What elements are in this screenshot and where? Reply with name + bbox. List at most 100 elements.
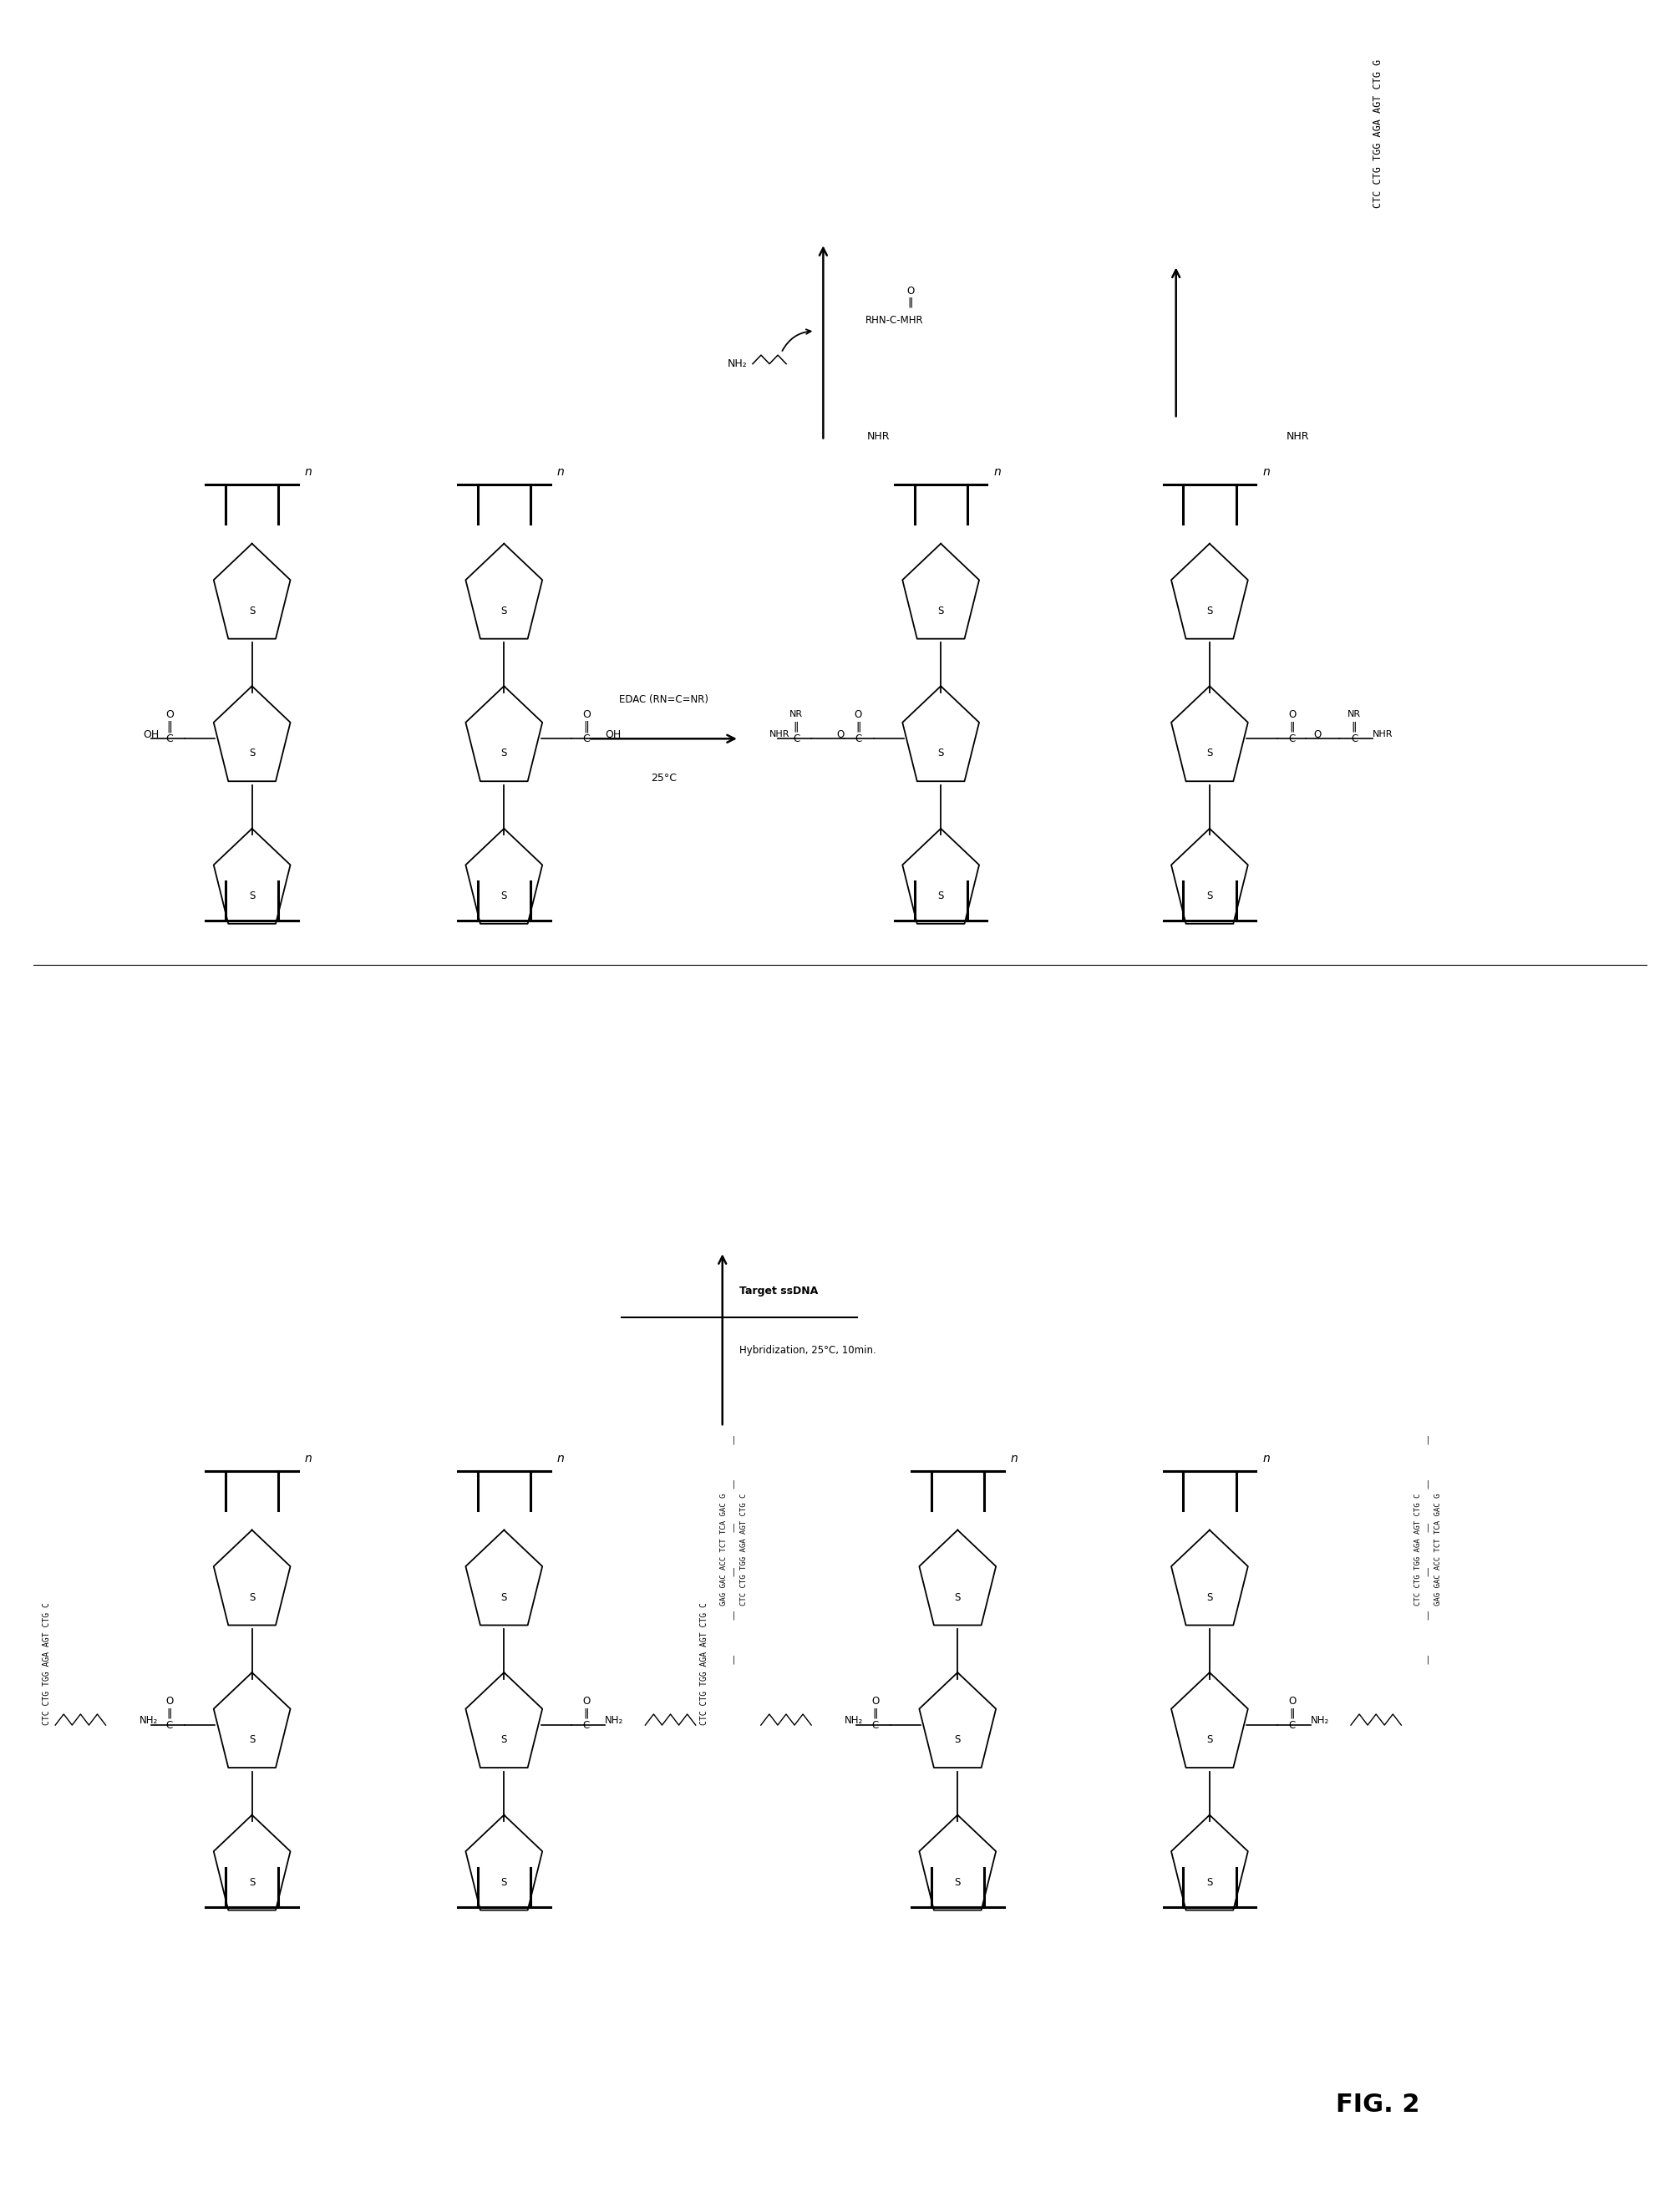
Text: S: S xyxy=(501,1734,507,1745)
Text: S: S xyxy=(501,747,507,758)
Text: S: S xyxy=(954,1591,961,1602)
Text: n: n xyxy=(1010,1453,1018,1464)
Text: S: S xyxy=(249,1734,255,1745)
Text: S: S xyxy=(937,747,944,758)
Text: S: S xyxy=(1206,890,1213,901)
Text: RHN-C-MHR: RHN-C-MHR xyxy=(865,316,924,324)
Text: S: S xyxy=(249,1591,255,1602)
Text: S: S xyxy=(1206,747,1213,758)
Text: n: n xyxy=(556,1453,564,1464)
Text: S: S xyxy=(501,890,507,901)
Text: ‖: ‖ xyxy=(583,1708,590,1719)
Text: FIG. 2: FIG. 2 xyxy=(1336,2091,1420,2117)
Text: CTC CTG TGG AGA AGT CTG C: CTC CTG TGG AGA AGT CTG C xyxy=(741,1493,748,1607)
Text: S: S xyxy=(249,890,255,901)
Text: S: S xyxy=(937,890,944,901)
Text: ‖: ‖ xyxy=(166,1708,173,1719)
Text: ‖: ‖ xyxy=(907,298,914,307)
Text: ‖: ‖ xyxy=(583,721,590,732)
Text: |: | xyxy=(732,1611,736,1620)
Text: S: S xyxy=(249,747,255,758)
Text: C: C xyxy=(872,1721,879,1729)
Text: C: C xyxy=(1289,734,1295,743)
Text: |: | xyxy=(732,1523,736,1532)
Text: ‖: ‖ xyxy=(166,721,173,732)
Text: ‖: ‖ xyxy=(1289,721,1295,732)
Text: n: n xyxy=(556,467,564,478)
Text: |: | xyxy=(732,1436,736,1445)
Text: NH₂: NH₂ xyxy=(845,1716,864,1725)
Text: OH: OH xyxy=(605,730,622,739)
Text: O: O xyxy=(1314,730,1322,739)
Text: O: O xyxy=(166,1697,173,1705)
Text: C: C xyxy=(1289,1721,1295,1729)
Text: |: | xyxy=(1426,1655,1430,1664)
Text: S: S xyxy=(501,1591,507,1602)
Text: CTC CTG TGG AGA AGT CTG C: CTC CTG TGG AGA AGT CTG C xyxy=(42,1602,50,1725)
Text: |: | xyxy=(1426,1567,1430,1576)
Text: NR: NR xyxy=(1347,710,1361,719)
Text: |: | xyxy=(732,1567,736,1576)
Text: O: O xyxy=(907,287,914,296)
Text: ‖: ‖ xyxy=(793,721,800,732)
Text: ‖: ‖ xyxy=(1351,721,1357,732)
Text: NHR: NHR xyxy=(1287,432,1309,441)
Text: ‖: ‖ xyxy=(872,1708,879,1719)
Text: C: C xyxy=(855,734,862,743)
Text: EDAC (RN=C=NR): EDAC (RN=C=NR) xyxy=(618,695,709,704)
Text: S: S xyxy=(249,605,255,616)
Text: C: C xyxy=(1351,734,1357,743)
Text: NHR: NHR xyxy=(769,730,790,739)
Text: C: C xyxy=(166,734,173,743)
Text: |: | xyxy=(732,1480,736,1488)
Text: C: C xyxy=(583,1721,590,1729)
Text: S: S xyxy=(501,1876,507,1887)
Text: |: | xyxy=(1426,1611,1430,1620)
Text: O: O xyxy=(583,1697,590,1705)
Text: O: O xyxy=(855,710,862,719)
Text: C: C xyxy=(583,734,590,743)
Text: S: S xyxy=(954,1876,961,1887)
Text: NH₂: NH₂ xyxy=(727,359,748,368)
Text: CTC CTG TGG AGA AGT CTG G: CTC CTG TGG AGA AGT CTG G xyxy=(1373,59,1383,208)
Text: S: S xyxy=(1206,1734,1213,1745)
Text: O: O xyxy=(1289,710,1295,719)
Text: S: S xyxy=(1206,605,1213,616)
Text: O: O xyxy=(1289,1697,1295,1705)
Text: OH: OH xyxy=(143,730,158,739)
Text: |: | xyxy=(1426,1480,1430,1488)
Text: Hybridization, 25°C, 10min.: Hybridization, 25°C, 10min. xyxy=(739,1346,875,1355)
Text: CTC CTG TGG AGA AGT CTG C: CTC CTG TGG AGA AGT CTG C xyxy=(701,1602,709,1725)
Text: n: n xyxy=(304,1453,312,1464)
Text: n: n xyxy=(993,467,1001,478)
Text: n: n xyxy=(1263,1453,1270,1464)
Text: C: C xyxy=(793,734,800,743)
Text: n: n xyxy=(304,467,312,478)
Text: Target ssDNA: Target ssDNA xyxy=(739,1287,818,1295)
Text: S: S xyxy=(249,1876,255,1887)
Text: GAG GAC ACC TCT TCA GAC G: GAG GAC ACC TCT TCA GAC G xyxy=(1435,1493,1441,1607)
Text: |: | xyxy=(732,1655,736,1664)
Text: NH₂: NH₂ xyxy=(139,1716,158,1725)
Text: S: S xyxy=(954,1734,961,1745)
Text: NHR: NHR xyxy=(867,432,890,441)
Text: ‖: ‖ xyxy=(1289,1708,1295,1719)
Text: O: O xyxy=(165,710,173,719)
Text: ‖: ‖ xyxy=(855,721,862,732)
Text: S: S xyxy=(501,605,507,616)
Text: GAG GAC ACC TCT TCA GAC G: GAG GAC ACC TCT TCA GAC G xyxy=(721,1493,727,1607)
Text: O: O xyxy=(837,730,845,739)
Text: S: S xyxy=(937,605,944,616)
Text: NHR: NHR xyxy=(1373,730,1393,739)
Text: |: | xyxy=(1426,1523,1430,1532)
Text: NH₂: NH₂ xyxy=(605,1716,623,1725)
Text: NH₂: NH₂ xyxy=(1310,1716,1329,1725)
Text: O: O xyxy=(583,710,591,719)
Text: NR: NR xyxy=(790,710,803,719)
Text: O: O xyxy=(872,1697,879,1705)
Text: 25°C: 25°C xyxy=(650,774,677,783)
Text: |: | xyxy=(1426,1436,1430,1445)
Text: n: n xyxy=(1263,467,1270,478)
Text: S: S xyxy=(1206,1591,1213,1602)
Text: C: C xyxy=(166,1721,173,1729)
